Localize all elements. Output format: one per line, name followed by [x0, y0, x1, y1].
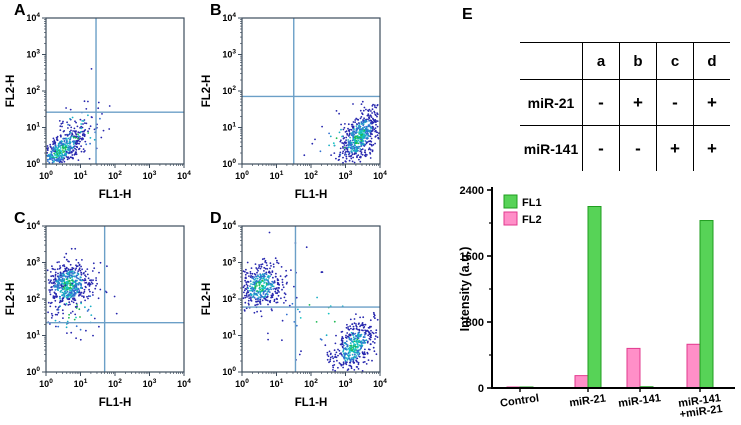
svg-text:103: 103 [222, 49, 236, 60]
panel-letter-c: C [14, 210, 26, 227]
svg-text:miR-141: miR-141 [618, 392, 662, 410]
svg-text:104: 104 [177, 378, 191, 389]
svg-text:101: 101 [270, 170, 284, 181]
svg-text:100: 100 [26, 158, 40, 169]
table-col-header-b: b [619, 42, 657, 80]
flow-scatter-plot-c: 100 100 101 101 102 102 103 103 104 104 FL1-H FL2-H [2, 210, 198, 425]
svg-text:102: 102 [304, 170, 318, 181]
svg-text:103: 103 [222, 257, 236, 268]
panel-letter-a: A [14, 2, 26, 19]
flow-panel-a: A 100 100 101 101 102 102 103 103 104 104 FL1-H FL2… [2, 2, 198, 214]
svg-text:104: 104 [177, 170, 191, 181]
row-label-mir141: miR-141 [523, 140, 579, 157]
table-cell-mir21-d: + [693, 79, 730, 126]
flow-panel-b: B 100 100 101 101 102 102 103 103 104 104 FL1-H FL2… [198, 2, 394, 214]
intensity-bar-chart: 0 800 1600 2400 Control miR-21 miR-141 miR-141+… [458, 182, 739, 425]
svg-text:102: 102 [222, 85, 236, 96]
svg-text:101: 101 [222, 330, 236, 341]
table-cell-mir21-a: - [582, 79, 620, 126]
svg-text:Control: Control [499, 392, 539, 409]
svg-text:FL2-H: FL2-H [201, 75, 213, 108]
svg-text:102: 102 [108, 170, 122, 181]
svg-text:102: 102 [222, 293, 236, 304]
flow-panel-d: D 100 100 101 101 102 102 103 103 104 104 FL1-H FL2… [198, 210, 394, 422]
svg-text:100: 100 [26, 366, 40, 377]
table-cell-mir21-b: + [619, 79, 657, 126]
svg-text:FL1-H: FL1-H [99, 397, 132, 409]
svg-text:101: 101 [26, 122, 40, 133]
svg-text:104: 104 [222, 12, 236, 23]
table-header-row: a b c d [520, 42, 730, 80]
svg-text:FL2-H: FL2-H [5, 283, 17, 316]
svg-text:miR-141+miR-21: miR-141+miR-21 [677, 392, 723, 421]
flow-panel-c: C 100 100 101 101 102 102 103 103 104 104 FL1-H FL2… [2, 210, 198, 422]
panel-letter-d: D [210, 210, 222, 227]
svg-text:FL2-H: FL2-H [5, 75, 17, 108]
table-cell-mir141-c: + [656, 125, 694, 171]
svg-text:104: 104 [373, 378, 387, 389]
svg-text:102: 102 [304, 378, 318, 389]
svg-text:miR-21: miR-21 [569, 393, 607, 410]
svg-text:103: 103 [26, 257, 40, 268]
svg-text:101: 101 [270, 378, 284, 389]
svg-text:FL1-H: FL1-H [99, 189, 132, 201]
svg-text:100: 100 [222, 366, 236, 377]
svg-text:104: 104 [26, 12, 40, 23]
table-col-header-a: a [582, 42, 620, 80]
table-col-header-d: d [693, 42, 730, 80]
svg-text:100: 100 [235, 170, 249, 181]
panel-e: E a b c d miR-21 - + - + miR-141 [458, 4, 739, 180]
svg-text:FL2-H: FL2-H [201, 283, 213, 316]
table-row-mir21: miR-21 - + - + [520, 79, 730, 126]
svg-text:103: 103 [143, 378, 157, 389]
flow-scatter-plot-b: 100 100 101 101 102 102 103 103 104 104 FL1-H FL2-H [198, 2, 394, 217]
table-cell-mir21-c: - [656, 79, 694, 126]
flow-scatter-plot-d: 100 100 101 101 102 102 103 103 104 104 FL1-H FL2-H [198, 210, 394, 425]
table-cell-mir141-d: + [693, 125, 730, 171]
table-col-header-c: c [656, 42, 694, 80]
svg-text:100: 100 [39, 170, 53, 181]
svg-text:103: 103 [143, 170, 157, 181]
flow-scatter-plot-a: 100 100 101 101 102 102 103 103 104 104 FL1-H FL2-H [2, 2, 198, 217]
svg-text:800: 800 [466, 317, 484, 329]
table-cell-mir141-b: - [619, 125, 657, 171]
svg-text:104: 104 [26, 220, 40, 231]
row-label-mir21: miR-21 [520, 79, 583, 126]
bar-chart-canvas: 0 800 1600 2400 Control miR-21 miR-141 miR-141+… [458, 185, 735, 421]
table-corner-cell [520, 42, 583, 80]
svg-text:104: 104 [373, 170, 387, 181]
svg-text:FL1-H: FL1-H [295, 397, 328, 409]
condition-table: a b c d miR-21 - + - + miR-141 - - + [520, 42, 730, 171]
svg-text:FL1: FL1 [522, 197, 542, 209]
svg-text:100: 100 [235, 378, 249, 389]
svg-text:101: 101 [74, 378, 88, 389]
svg-text:103: 103 [339, 378, 353, 389]
svg-text:102: 102 [26, 85, 40, 96]
svg-text:2400: 2400 [460, 185, 484, 197]
svg-text:FL1-H: FL1-H [295, 189, 328, 201]
panel-letter-e: E [462, 6, 473, 23]
svg-text:101: 101 [26, 330, 40, 341]
svg-text:101: 101 [74, 170, 88, 181]
svg-text:100: 100 [39, 378, 53, 389]
panel-letter-b: B [210, 2, 222, 19]
svg-text:102: 102 [26, 293, 40, 304]
svg-text:0: 0 [478, 383, 484, 395]
table-cell-mir141-a: - [582, 125, 620, 171]
table-row-mir141: miR-141 - - + + [520, 125, 730, 171]
svg-text:1600: 1600 [460, 251, 484, 263]
svg-text:100: 100 [222, 158, 236, 169]
svg-text:103: 103 [26, 49, 40, 60]
svg-text:103: 103 [339, 170, 353, 181]
svg-text:104: 104 [222, 220, 236, 231]
svg-text:101: 101 [222, 122, 236, 133]
svg-text:FL2: FL2 [522, 214, 542, 226]
svg-text:102: 102 [108, 378, 122, 389]
svg-text:Intensity (a.u.): Intensity (a.u.) [458, 247, 472, 332]
